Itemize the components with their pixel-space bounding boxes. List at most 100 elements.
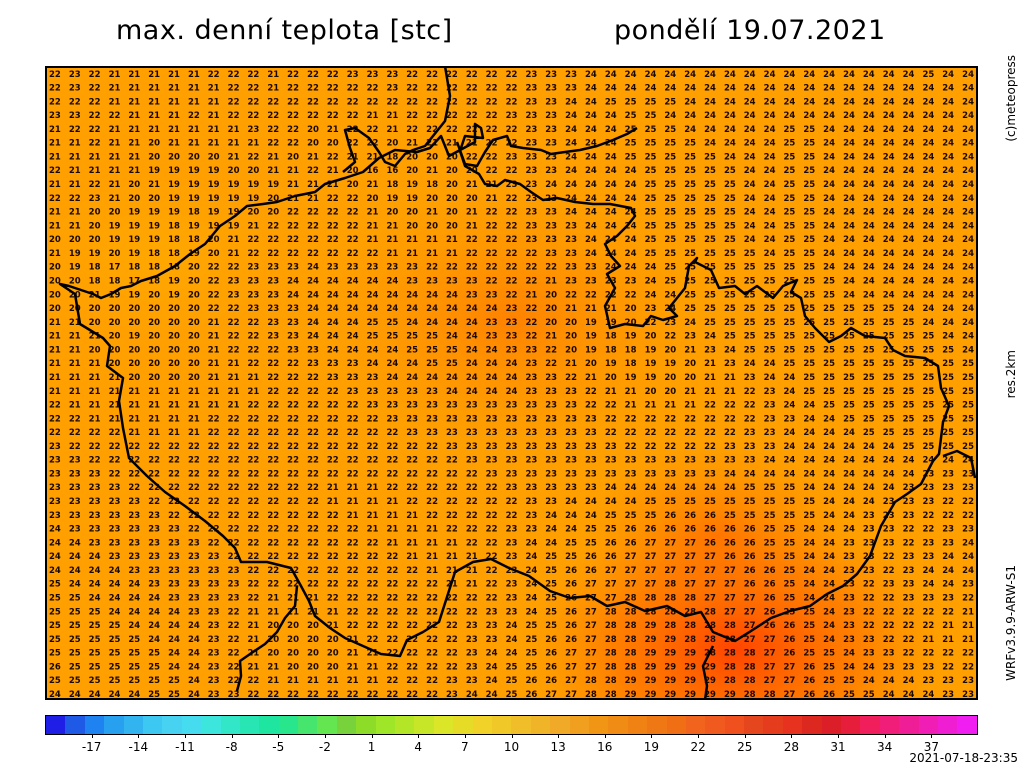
colorbar-tick-label: 7 [461, 740, 469, 754]
temperature-value: 21 [426, 552, 438, 562]
temperature-value: 22 [645, 318, 657, 328]
colorbar-tick-label: 22 [690, 740, 706, 754]
temperature-value: 22 [89, 111, 101, 121]
colorbar-segment [705, 716, 725, 734]
temperature-value: 23 [347, 70, 359, 80]
temperature-value: 21 [148, 70, 160, 80]
temperature-value: 23 [446, 442, 458, 452]
colorbar-tick-mark [698, 734, 700, 738]
temperature-value: 27 [704, 566, 716, 576]
temperature-value: 25 [922, 428, 934, 438]
temperature-value: 17 [128, 277, 140, 287]
temperature-value: 22 [863, 594, 875, 604]
temperature-value: 22 [426, 97, 438, 107]
temperature-value: 22 [327, 387, 339, 397]
temperature-value: 21 [446, 566, 458, 576]
temperature-value: 18 [188, 208, 200, 218]
temperature-value: 24 [625, 235, 637, 245]
temperature-value: 21 [267, 70, 279, 80]
temperature-value: 24 [724, 152, 736, 162]
temperature-value: 23 [525, 456, 537, 466]
temperature-value: 20 [426, 221, 438, 231]
temperature-value: 25 [664, 139, 676, 149]
temperature-value: 21 [188, 401, 200, 411]
temperature-value: 19 [168, 208, 180, 218]
temperature-value: 25 [843, 332, 855, 342]
temperature-value: 25 [823, 387, 835, 397]
temperature-value: 22 [228, 414, 240, 424]
temperature-value: 23 [506, 469, 518, 479]
temperature-value: 24 [506, 373, 518, 383]
temperature-value: 23 [486, 428, 498, 438]
temperature-value: 22 [347, 221, 359, 231]
temperature-value: 22 [228, 469, 240, 479]
temperature-value: 25 [545, 552, 557, 562]
temperature-value: 25 [922, 345, 934, 355]
temperature-value: 25 [803, 180, 815, 190]
temperature-value: 24 [903, 180, 915, 190]
region-border-southeast [701, 645, 715, 700]
colorbar-tick-label: -11 [175, 740, 195, 754]
temperature-value: 26 [525, 690, 537, 700]
run-timestamp: 2021-07-18-23:35 [909, 751, 1018, 765]
temperature-value: 24 [605, 194, 617, 204]
temperature-value: 22 [466, 469, 478, 479]
temperature-value: 22 [228, 304, 240, 314]
temperature-value: 22 [962, 497, 974, 507]
temperature-value: 24 [525, 566, 537, 576]
temperature-value: 25 [664, 208, 676, 218]
temperature-value: 23 [506, 607, 518, 617]
temperature-value: 23 [89, 525, 101, 535]
temperature-value: 24 [585, 111, 597, 121]
temperature-value: 25 [903, 414, 915, 424]
temperature-value: 25 [664, 180, 676, 190]
temperature-value: 24 [585, 235, 597, 245]
temperature-value: 21 [287, 676, 299, 686]
temperature-value: 20 [128, 359, 140, 369]
region-border-inner [235, 585, 299, 692]
temperature-value: 24 [486, 359, 498, 369]
temperature-value: 25 [883, 304, 895, 314]
temperature-value: 26 [744, 538, 756, 548]
temperature-value: 23 [565, 428, 577, 438]
temperature-value: 23 [486, 290, 498, 300]
temperature-value: 24 [962, 277, 974, 287]
temperature-value: 25 [109, 635, 121, 645]
temperature-value: 25 [625, 125, 637, 135]
temperature-value: 23 [843, 594, 855, 604]
temperature-value: 25 [645, 511, 657, 521]
temperature-value: 24 [625, 84, 637, 94]
temperature-value: 24 [645, 290, 657, 300]
temperature-value: 21 [605, 304, 617, 314]
temperature-value: 23 [367, 387, 379, 397]
temperature-value: 25 [863, 690, 875, 700]
temperature-value: 24 [823, 249, 835, 259]
temperature-value: 23 [506, 552, 518, 562]
temperature-value: 26 [783, 621, 795, 631]
temperature-value: 23 [228, 594, 240, 604]
temperature-value: 21 [148, 414, 160, 424]
temperature-value: 22 [347, 125, 359, 135]
temperature-value: 23 [506, 180, 518, 190]
temperature-value: 23 [327, 373, 339, 383]
temperature-value: 24 [962, 566, 974, 576]
temperature-value: 20 [208, 249, 220, 259]
temperature-value: 24 [922, 235, 934, 245]
temperature-value: 23 [585, 469, 597, 479]
temperature-value: 24 [903, 221, 915, 231]
temperature-value: 24 [863, 221, 875, 231]
temperature-value: 22 [307, 111, 319, 121]
temperature-value: 25 [89, 649, 101, 659]
temperature-value: 22 [307, 538, 319, 548]
temperature-value: 22 [287, 70, 299, 80]
temperature-value: 22 [188, 442, 200, 452]
temperature-value: 21 [168, 428, 180, 438]
temperature-value: 23 [525, 152, 537, 162]
colorbar-segment [201, 716, 221, 734]
temperature-value: 24 [486, 690, 498, 700]
temperature-value: 21 [168, 387, 180, 397]
temperature-value: 21 [109, 373, 121, 383]
temperature-value: 25 [903, 387, 915, 397]
temperature-value: 22 [347, 607, 359, 617]
temperature-value: 25 [783, 345, 795, 355]
